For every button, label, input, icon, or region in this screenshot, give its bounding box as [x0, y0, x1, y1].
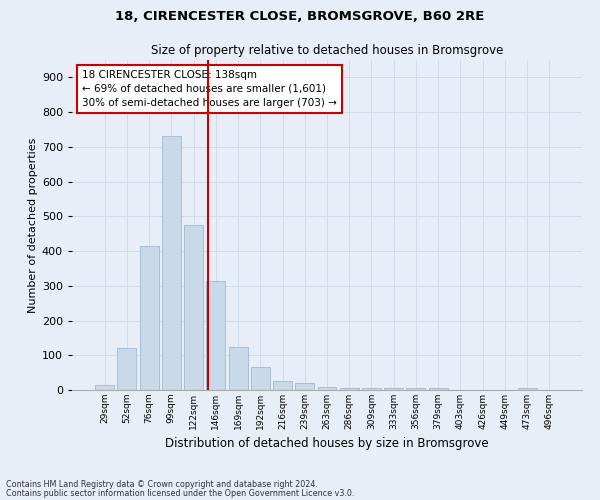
Text: 18, CIRENCESTER CLOSE, BROMSGROVE, B60 2RE: 18, CIRENCESTER CLOSE, BROMSGROVE, B60 2…	[115, 10, 485, 23]
Bar	[429, 388, 448, 390]
Y-axis label: Number of detached properties: Number of detached properties	[28, 138, 38, 312]
Bar	[340, 388, 359, 390]
Bar	[162, 136, 181, 390]
Bar	[384, 388, 403, 390]
X-axis label: Distribution of detached houses by size in Bromsgrove: Distribution of detached houses by size …	[165, 438, 489, 450]
Bar	[118, 348, 136, 390]
Bar	[317, 386, 337, 390]
Bar	[362, 388, 381, 390]
Bar	[206, 280, 225, 390]
Text: Contains public sector information licensed under the Open Government Licence v3: Contains public sector information licen…	[6, 490, 355, 498]
Title: Size of property relative to detached houses in Bromsgrove: Size of property relative to detached ho…	[151, 44, 503, 58]
Bar	[295, 383, 314, 390]
Bar	[251, 368, 270, 390]
Bar	[95, 385, 114, 390]
Bar	[273, 382, 292, 390]
Bar	[406, 388, 425, 390]
Bar	[140, 246, 158, 390]
Text: 18 CIRENCESTER CLOSE: 138sqm
← 69% of detached houses are smaller (1,601)
30% of: 18 CIRENCESTER CLOSE: 138sqm ← 69% of de…	[82, 70, 337, 108]
Text: Contains HM Land Registry data © Crown copyright and database right 2024.: Contains HM Land Registry data © Crown c…	[6, 480, 318, 489]
Bar	[184, 225, 203, 390]
Bar	[229, 346, 248, 390]
Bar	[518, 388, 536, 390]
